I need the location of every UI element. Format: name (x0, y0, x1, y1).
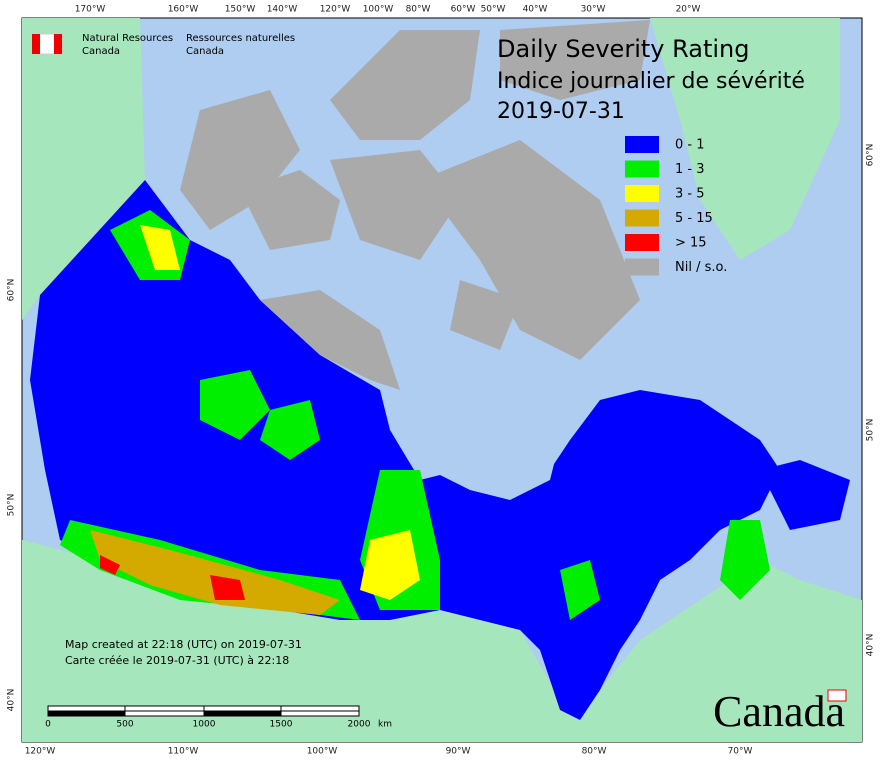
scale-segment (203, 705, 282, 712)
lat-label: 40°N (866, 634, 876, 657)
lon-label: 80°W (582, 747, 607, 757)
title-date: 2019-07-31 (497, 99, 625, 124)
legend-label: 1 - 3 (675, 162, 705, 177)
wordmark: Canada (713, 687, 845, 736)
lon-label: 70°W (728, 747, 753, 757)
lat-label: 40°N (7, 689, 17, 712)
lat-label: 60°N (7, 279, 17, 302)
wordmark-flag (827, 689, 847, 702)
scale-segment (280, 705, 360, 712)
lon-label: 40°W (523, 5, 548, 15)
scale-segment (47, 705, 126, 712)
legend-label: 0 - 1 (675, 138, 705, 153)
scale-segment (124, 710, 205, 717)
lon-label: 100°W (307, 747, 338, 757)
flag-band (54, 34, 62, 54)
scale-segment (47, 710, 126, 717)
lon-label: 20°W (676, 5, 701, 15)
legend-swatch (625, 185, 659, 202)
scale-bar: 0 500 1000 1500 2000 km (45, 705, 392, 730)
lon-label: 30°W (581, 5, 606, 15)
lon-label: 80°W (406, 5, 431, 15)
lat-label: 50°N (7, 494, 17, 517)
fire-danger-patches (60, 210, 770, 620)
header: Natural Resources Canada Ressources natu… (31, 33, 295, 57)
flag-band (32, 34, 40, 54)
arctic-islands (180, 20, 650, 390)
lon-label: 60°W (451, 5, 476, 15)
newfoundland (760, 460, 850, 530)
lon-label: 170°W (75, 5, 106, 15)
legend-swatch (625, 258, 659, 276)
scale-label: 2000 (348, 720, 371, 730)
lon-label: 120°W (320, 5, 351, 15)
scale-segment (124, 705, 205, 712)
title-fr: Indice journalier de sévérité (497, 69, 805, 94)
footer-en: Map created at 22:18 (UTC) on 2019-07-31 (65, 638, 302, 651)
legend-swatch (625, 136, 659, 153)
lon-label: 160°W (168, 5, 199, 15)
alaska (22, 18, 145, 320)
legend-swatch (625, 234, 659, 251)
scale-unit: km (378, 720, 392, 730)
scale-label: 0 (45, 720, 51, 730)
hudson-bay (385, 370, 560, 500)
greenland (650, 18, 840, 260)
scale-label: 1000 (193, 720, 216, 730)
lon-label: 110°W (168, 747, 199, 757)
agency-fr: Ressources naturelles (186, 33, 295, 44)
graticule-labels: 170°W 160°W 150°W 140°W 120°W 100°W 80°W 60°W 50… (7, 5, 876, 757)
usa (22, 540, 862, 742)
lon-label: 90°W (446, 747, 471, 757)
agency-en: Canada (82, 46, 120, 57)
scale-label: 1500 (270, 720, 293, 730)
scale-segment (280, 710, 360, 717)
scale-segment (203, 710, 282, 717)
lon-label: 140°W (267, 5, 298, 15)
lon-label: 50°W (481, 5, 506, 15)
lon-label: 100°W (363, 5, 394, 15)
lon-label: 120°W (25, 747, 56, 757)
land (22, 18, 862, 742)
legend-swatch (625, 160, 659, 178)
legend-label: > 15 (675, 236, 707, 251)
legend-label: 5 - 15 (675, 211, 713, 226)
legend-label: Nil / s.o. (675, 260, 727, 275)
legend-label: 3 - 5 (675, 187, 705, 202)
lon-label: 150°W (225, 5, 256, 15)
legend-swatch (625, 209, 659, 227)
agency-en: Natural Resources (82, 33, 173, 44)
legend: 0 - 1 1 - 3 3 - 5 5 - 15 > 15 Nil / s.o. (625, 136, 727, 276)
agency-fr: Canada (186, 46, 224, 57)
footer-fr: Carte créée le 2019-07-31 (UTC) à 22:18 (65, 654, 289, 667)
lat-label: 60°N (866, 144, 876, 167)
lat-label: 50°N (866, 419, 876, 442)
scale-label: 500 (116, 720, 133, 730)
title-en: Daily Severity Rating (497, 35, 749, 63)
